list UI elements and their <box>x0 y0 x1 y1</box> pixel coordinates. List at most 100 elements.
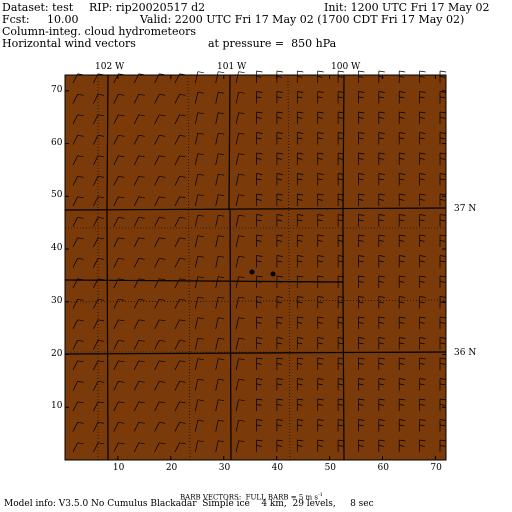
wind-barb <box>337 378 345 391</box>
cloud-hydrometeor-dot <box>249 269 255 275</box>
wind-barb <box>113 257 125 268</box>
wind-barb <box>174 442 186 453</box>
wind-barb <box>358 91 365 104</box>
wind-barb <box>378 152 385 165</box>
wind-barb <box>154 257 166 268</box>
wind-barb <box>439 111 447 124</box>
wind-barb <box>317 419 324 432</box>
wind-barb <box>215 112 225 125</box>
wind-barb <box>296 70 304 83</box>
wind-barb <box>296 111 304 124</box>
wind-barb <box>419 234 426 247</box>
wind-barb <box>337 316 345 329</box>
wind-barb <box>174 421 186 432</box>
wind-barb <box>235 132 245 145</box>
wind-barb <box>256 132 263 145</box>
wind-barb <box>174 175 186 186</box>
wind-barb <box>72 73 84 84</box>
wind-barb <box>174 93 186 104</box>
wind-barb <box>256 91 263 104</box>
wind-barb <box>419 111 426 124</box>
wind-barb <box>378 214 385 227</box>
wind-barb <box>113 278 125 289</box>
wind-barb <box>235 153 245 166</box>
wind-barb <box>194 440 204 453</box>
wind-barb <box>378 296 385 309</box>
wind-barb <box>317 132 324 145</box>
wind-barb <box>378 132 385 145</box>
wind-barb <box>358 275 365 288</box>
wind-barb <box>93 134 105 145</box>
wind-barb <box>419 255 426 268</box>
county-line <box>187 74 191 461</box>
wind-barb <box>113 114 125 125</box>
wind-barb <box>337 337 345 350</box>
wind-barb <box>296 152 304 165</box>
wind-barb <box>358 234 365 247</box>
wind-barb <box>296 316 304 329</box>
wind-barb <box>133 319 145 330</box>
wind-barb <box>398 439 406 452</box>
wind-barb <box>398 398 406 411</box>
wind-barb <box>398 378 406 391</box>
wind-barb <box>113 360 125 371</box>
wind-barb <box>398 132 406 145</box>
wind-barb <box>215 194 225 207</box>
state-boundary <box>64 279 344 283</box>
wind-barb <box>398 152 406 165</box>
wind-barb <box>337 255 345 268</box>
wind-barb <box>276 214 283 227</box>
wind-barb <box>154 73 166 84</box>
model-info: Model info: V3.5.0 No Cumulus Blackadar … <box>4 499 374 509</box>
wind-barb <box>358 132 365 145</box>
wind-barb <box>215 378 225 391</box>
wind-barb <box>154 442 166 453</box>
wind-barb <box>194 317 204 330</box>
wind-barb <box>439 152 447 165</box>
wind-barb <box>337 193 345 206</box>
wind-barb <box>398 296 406 309</box>
wind-barb <box>194 194 204 207</box>
longitude-label: 101 W <box>217 62 247 72</box>
wind-barb <box>235 276 245 289</box>
state-boundary <box>106 209 109 461</box>
longitude-label: 102 W <box>95 62 125 72</box>
wind-barb <box>113 175 125 186</box>
wind-barb <box>235 440 245 453</box>
wind-barb <box>215 358 225 371</box>
wind-barb <box>317 398 324 411</box>
field-cloud-hydrometeors: Column-integ. cloud hydrometeors <box>2 25 196 38</box>
wind-barb <box>194 337 204 350</box>
wind-barb <box>337 419 345 432</box>
wind-barb <box>133 93 145 104</box>
wind-barb <box>419 398 426 411</box>
wind-barb <box>174 380 186 391</box>
wind-barb <box>398 91 406 104</box>
wind-barb <box>235 112 245 125</box>
wind-barb <box>215 276 225 289</box>
dataset-label: Dataset: test <box>2 1 74 14</box>
wind-barb <box>174 360 186 371</box>
wind-barb <box>72 421 84 432</box>
wind-barb <box>174 257 186 268</box>
wind-barb <box>317 337 324 350</box>
wind-barb <box>215 91 225 104</box>
wind-barb <box>378 275 385 288</box>
wind-barb <box>133 237 145 248</box>
fcst-label: Fcst: <box>2 13 30 26</box>
latitude-label: 37 N <box>454 204 477 214</box>
wind-barb <box>337 152 345 165</box>
wind-barb <box>133 278 145 289</box>
wind-barb <box>358 214 365 227</box>
wind-barb <box>256 255 263 268</box>
map-background <box>64 74 447 461</box>
wind-barb <box>276 296 283 309</box>
wind-barb <box>72 380 84 391</box>
wind-barb <box>337 111 345 124</box>
state-boundary <box>228 74 231 211</box>
wind-barb <box>276 255 283 268</box>
wind-barb <box>215 153 225 166</box>
wind-barb <box>296 419 304 432</box>
wind-barb <box>256 275 263 288</box>
wind-barb <box>93 360 105 371</box>
